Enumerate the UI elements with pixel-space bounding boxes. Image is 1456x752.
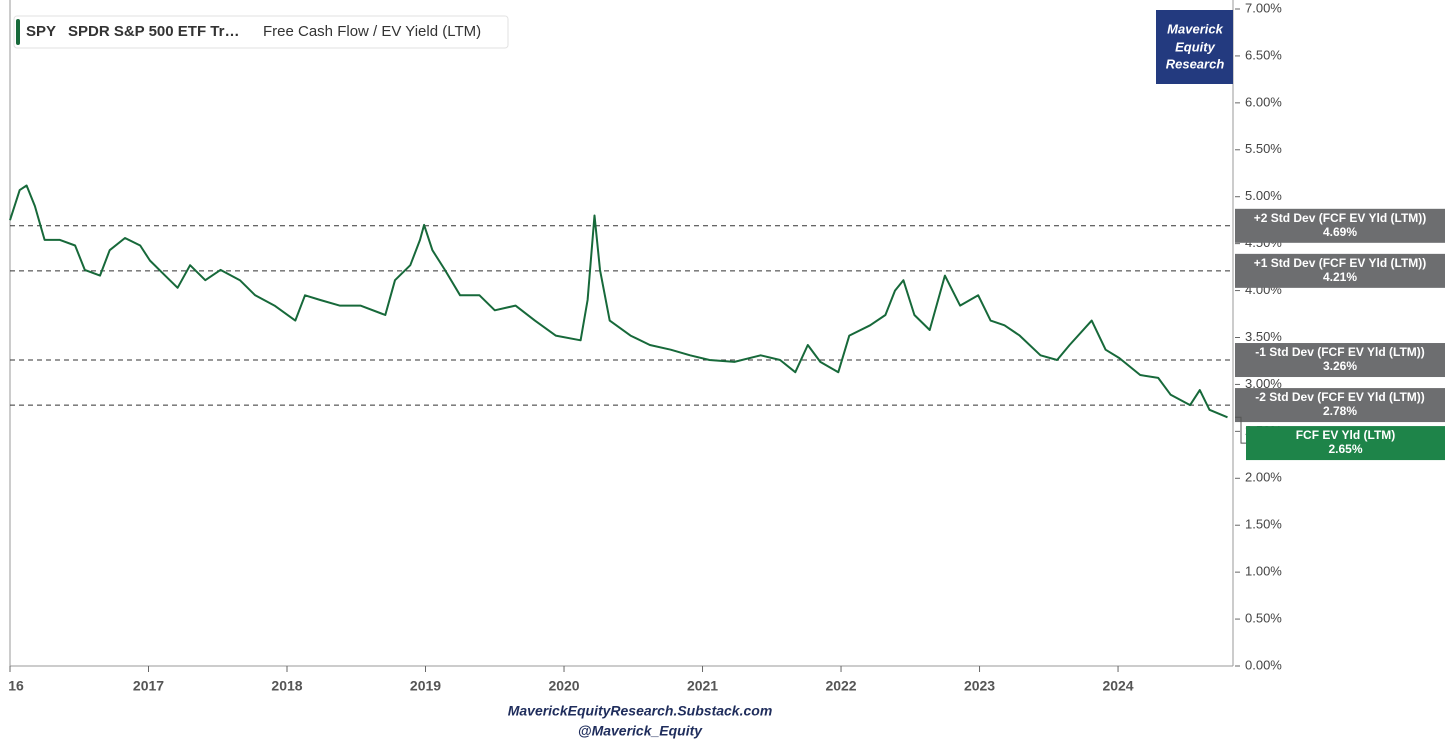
x-tick-label: 2017 — [133, 678, 164, 694]
value-box-value: 4.69% — [1323, 225, 1357, 239]
watermark: Equity — [1175, 39, 1215, 54]
value-box-label: +2 Std Dev (FCF EV Yld (LTM)) — [1254, 211, 1427, 225]
y-tick-label: 3.00% — [1245, 376, 1282, 391]
y-tick-label: 5.00% — [1245, 188, 1282, 203]
value-box-label: -2 Std Dev (FCF EV Yld (LTM)) — [1255, 390, 1425, 404]
value-box-value: 2.78% — [1323, 404, 1357, 418]
connector — [1235, 416, 1246, 444]
legend-swatch — [16, 19, 20, 45]
y-tick-label: 7.00% — [1245, 0, 1282, 15]
x-tick-label: 2023 — [964, 678, 995, 694]
y-tick-label: 0.00% — [1245, 657, 1282, 672]
x-tick-label: 2024 — [1102, 678, 1133, 694]
legend-fund: SPDR S&P 500 ETF Tr… — [68, 23, 239, 40]
y-tick-label: 6.00% — [1245, 94, 1282, 109]
value-box — [1235, 343, 1445, 378]
y-tick-label: 3.50% — [1245, 329, 1282, 344]
y-tick-label: 0.50% — [1245, 611, 1282, 626]
footer: MaverickEquityResearch.Substack.com — [508, 703, 773, 719]
value-box-label: +1 Std Dev (FCF EV Yld (LTM)) — [1254, 256, 1427, 270]
y-tick-label: 1.00% — [1245, 564, 1282, 579]
x-tick-label: 2021 — [687, 678, 718, 694]
value-box — [1235, 253, 1445, 288]
value-box — [1246, 426, 1445, 461]
value-box-value: 4.21% — [1323, 270, 1357, 284]
watermark: Research — [1166, 56, 1225, 71]
x-tick-label: 2020 — [548, 678, 579, 694]
plot: 0.00%0.50%1.00%1.50%2.00%2.50%3.00%3.50%… — [8, 0, 1445, 694]
legend-ticker: SPY — [26, 23, 56, 40]
y-tick-label: 5.50% — [1245, 141, 1282, 156]
legend-box — [13, 15, 509, 49]
value-box-label: FCF EV Yld (LTM) — [1296, 428, 1396, 442]
x-tick-label: 2018 — [271, 678, 302, 694]
value-box — [1235, 388, 1445, 423]
value-box-label: -1 Std Dev (FCF EV Yld (LTM)) — [1255, 345, 1425, 359]
legend-metric: Free Cash Flow / EV Yield (LTM) — [263, 23, 481, 40]
value-box — [1235, 208, 1445, 243]
y-tick-label: 6.50% — [1245, 47, 1282, 62]
watermark-box — [1156, 10, 1233, 84]
value-box-value: 3.26% — [1323, 359, 1357, 373]
x-tick-label: 16 — [8, 678, 24, 694]
y-tick-label: 1.50% — [1245, 517, 1282, 532]
value-box-value: 2.65% — [1328, 442, 1362, 456]
y-tick-label: 2.00% — [1245, 470, 1282, 485]
watermark: Maverick — [1167, 21, 1223, 36]
series-line — [9, 184, 1228, 419]
x-tick-label: 2019 — [410, 678, 441, 694]
x-tick-label: 2022 — [825, 678, 856, 694]
footer: @Maverick_Equity — [578, 723, 703, 739]
